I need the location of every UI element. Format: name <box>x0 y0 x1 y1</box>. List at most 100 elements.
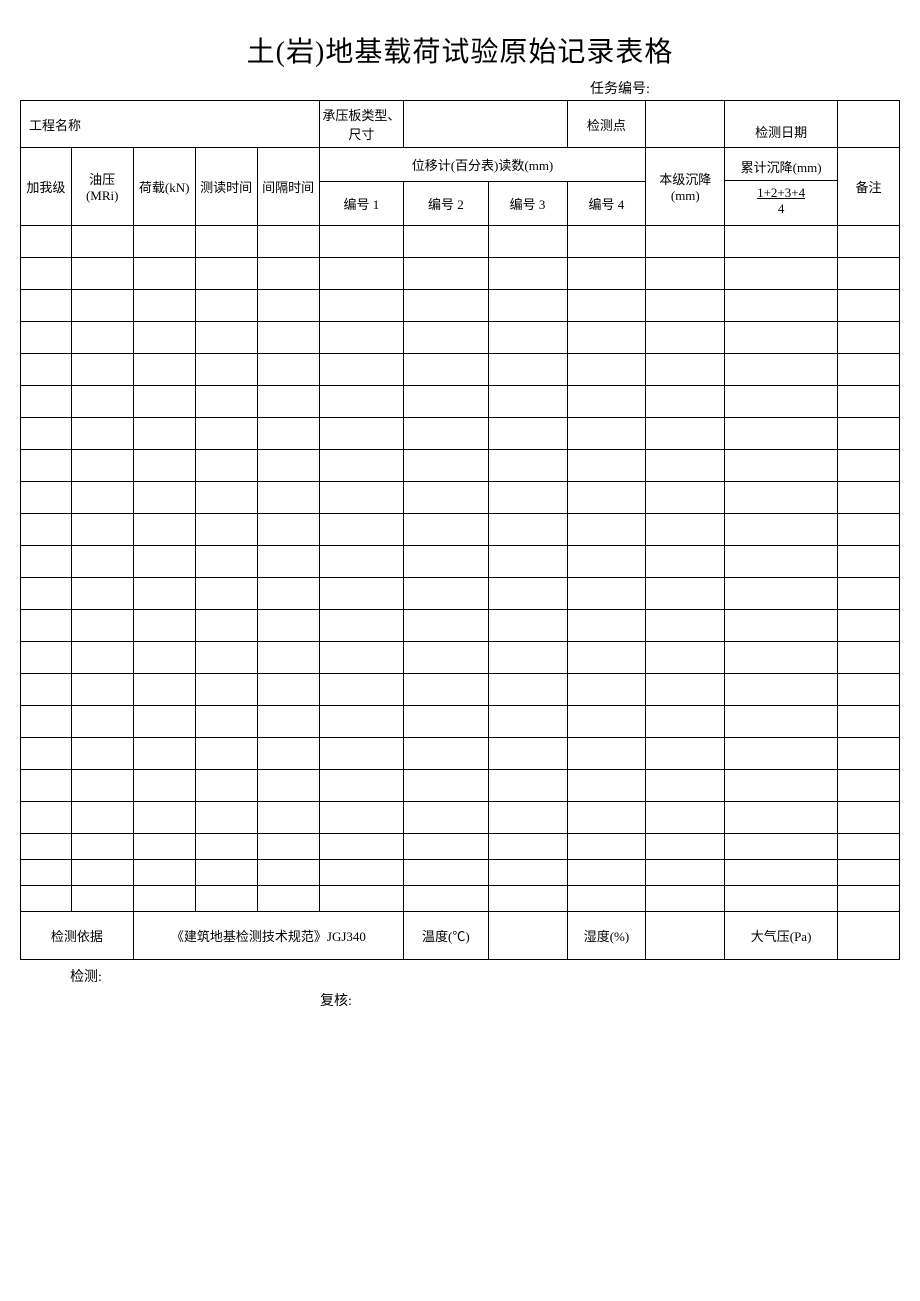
table-cell[interactable] <box>21 642 72 674</box>
table-cell[interactable] <box>257 482 319 514</box>
table-cell[interactable] <box>567 738 646 770</box>
table-cell[interactable] <box>71 482 133 514</box>
table-cell[interactable] <box>257 860 319 886</box>
table-cell[interactable] <box>71 546 133 578</box>
table-cell[interactable] <box>404 322 489 354</box>
table-cell[interactable] <box>646 706 725 738</box>
table-cell[interactable] <box>404 354 489 386</box>
table-cell[interactable] <box>567 290 646 322</box>
table-cell[interactable] <box>725 226 838 258</box>
table-cell[interactable] <box>725 450 838 482</box>
table-cell[interactable] <box>195 674 257 706</box>
table-cell[interactable] <box>837 546 899 578</box>
table-cell[interactable] <box>319 418 404 450</box>
table-cell[interactable] <box>195 886 257 912</box>
table-cell[interactable] <box>257 886 319 912</box>
table-cell[interactable] <box>257 258 319 290</box>
table-cell[interactable] <box>488 226 567 258</box>
table-cell[interactable] <box>725 322 838 354</box>
temp-value[interactable] <box>488 912 567 960</box>
table-cell[interactable] <box>195 578 257 610</box>
table-cell[interactable] <box>404 770 489 802</box>
table-cell[interactable] <box>725 860 838 886</box>
table-cell[interactable] <box>646 450 725 482</box>
table-cell[interactable] <box>646 482 725 514</box>
table-cell[interactable] <box>488 354 567 386</box>
table-cell[interactable] <box>195 418 257 450</box>
table-cell[interactable] <box>21 706 72 738</box>
table-cell[interactable] <box>837 886 899 912</box>
table-cell[interactable] <box>646 290 725 322</box>
table-cell[interactable] <box>257 578 319 610</box>
table-cell[interactable] <box>71 770 133 802</box>
test-date-value[interactable] <box>837 101 899 148</box>
table-cell[interactable] <box>71 706 133 738</box>
table-cell[interactable] <box>71 610 133 642</box>
table-cell[interactable] <box>195 258 257 290</box>
table-cell[interactable] <box>488 386 567 418</box>
table-cell[interactable] <box>319 706 404 738</box>
table-cell[interactable] <box>404 610 489 642</box>
table-cell[interactable] <box>725 738 838 770</box>
table-cell[interactable] <box>257 770 319 802</box>
table-cell[interactable] <box>646 258 725 290</box>
table-cell[interactable] <box>21 290 72 322</box>
table-cell[interactable] <box>646 886 725 912</box>
table-cell[interactable] <box>195 546 257 578</box>
table-cell[interactable] <box>319 514 404 546</box>
table-cell[interactable] <box>257 450 319 482</box>
table-cell[interactable] <box>71 258 133 290</box>
table-cell[interactable] <box>837 450 899 482</box>
table-cell[interactable] <box>21 610 72 642</box>
table-cell[interactable] <box>257 546 319 578</box>
table-cell[interactable] <box>319 482 404 514</box>
table-cell[interactable] <box>71 226 133 258</box>
table-cell[interactable] <box>195 514 257 546</box>
table-cell[interactable] <box>837 290 899 322</box>
table-cell[interactable] <box>319 802 404 834</box>
table-cell[interactable] <box>71 802 133 834</box>
table-cell[interactable] <box>257 642 319 674</box>
table-cell[interactable] <box>646 386 725 418</box>
table-cell[interactable] <box>646 546 725 578</box>
table-cell[interactable] <box>257 226 319 258</box>
table-cell[interactable] <box>404 450 489 482</box>
table-cell[interactable] <box>133 482 195 514</box>
table-cell[interactable] <box>71 860 133 886</box>
table-cell[interactable] <box>567 418 646 450</box>
table-cell[interactable] <box>488 546 567 578</box>
table-cell[interactable] <box>195 706 257 738</box>
table-cell[interactable] <box>319 578 404 610</box>
table-cell[interactable] <box>133 578 195 610</box>
table-cell[interactable] <box>21 514 72 546</box>
table-cell[interactable] <box>21 578 72 610</box>
table-cell[interactable] <box>71 418 133 450</box>
humidity-value[interactable] <box>646 912 725 960</box>
table-cell[interactable] <box>257 354 319 386</box>
table-cell[interactable] <box>257 322 319 354</box>
table-cell[interactable] <box>567 514 646 546</box>
table-cell[interactable] <box>257 738 319 770</box>
table-cell[interactable] <box>837 834 899 860</box>
table-cell[interactable] <box>319 226 404 258</box>
table-cell[interactable] <box>133 322 195 354</box>
table-cell[interactable] <box>71 386 133 418</box>
table-cell[interactable] <box>257 514 319 546</box>
table-cell[interactable] <box>133 258 195 290</box>
table-cell[interactable] <box>21 860 72 886</box>
table-cell[interactable] <box>488 258 567 290</box>
table-cell[interactable] <box>133 770 195 802</box>
table-cell[interactable] <box>195 226 257 258</box>
table-cell[interactable] <box>195 834 257 860</box>
table-cell[interactable] <box>195 770 257 802</box>
table-cell[interactable] <box>646 834 725 860</box>
table-cell[interactable] <box>725 386 838 418</box>
table-cell[interactable] <box>404 386 489 418</box>
table-cell[interactable] <box>646 226 725 258</box>
test-point-value[interactable] <box>646 101 725 148</box>
table-cell[interactable] <box>71 578 133 610</box>
table-cell[interactable] <box>195 322 257 354</box>
table-cell[interactable] <box>404 418 489 450</box>
table-cell[interactable] <box>567 322 646 354</box>
table-cell[interactable] <box>133 802 195 834</box>
